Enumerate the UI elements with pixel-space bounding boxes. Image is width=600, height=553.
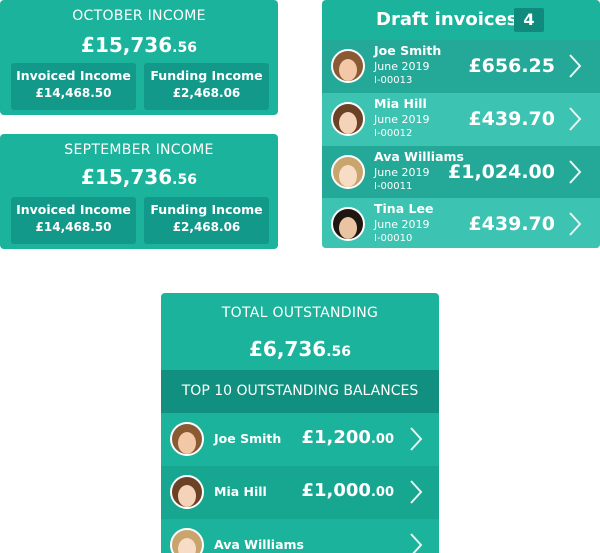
- avatar: [331, 155, 365, 189]
- balance-row[interactable]: Ava Williams: [161, 519, 439, 553]
- draft-row[interactable]: Ava Williams June 2019 I-00011 £1,024.00: [322, 146, 600, 199]
- row-amount: £439.70: [468, 213, 555, 235]
- income-box: Funding Income £2,468.06: [144, 197, 269, 244]
- avatar-face: [339, 59, 357, 81]
- card-amount: £6,736.56: [161, 337, 439, 361]
- avatar-face: [339, 112, 357, 134]
- outstanding-subtitle: TOP 10 OUTSTANDING BALANCES: [161, 370, 439, 413]
- card-title: OCTOBER INCOME: [72, 8, 206, 24]
- avatar: [170, 422, 204, 456]
- balance-row[interactable]: Joe Smith £1,200.00: [161, 413, 439, 466]
- draft-row[interactable]: Tina Lee June 2019 I-00010 £439.70: [322, 198, 600, 248]
- row-amount: £1,200.00: [302, 427, 395, 448]
- box-label: Invoiced Income: [16, 68, 131, 83]
- avatar-face: [339, 165, 357, 187]
- avatar: [331, 207, 365, 241]
- income-box: Invoiced Income £14,468.50: [11, 63, 136, 110]
- amount-fraction: .56: [172, 172, 197, 188]
- avatar-face: [178, 538, 196, 553]
- row-name: Joe Smith: [214, 431, 282, 446]
- row-number: I-00012: [374, 128, 413, 139]
- row-number: I-00010: [374, 233, 413, 244]
- drafts-card: Draft invoices 4 Joe Smith June 2019 I-000…: [322, 0, 600, 248]
- amount-fraction: .00: [370, 485, 394, 500]
- row-date: June 2019: [374, 166, 430, 179]
- amount-whole: £1,000: [301, 480, 371, 501]
- card-title: TOTAL OUTSTANDING: [221, 305, 379, 321]
- avatar-face: [178, 485, 196, 507]
- box-value: £14,468.50: [35, 220, 112, 234]
- draft-row[interactable]: Mia Hill June 2019 I-00012 £439.70: [322, 93, 600, 146]
- row-date: June 2019: [374, 113, 430, 126]
- avatar-face: [339, 217, 357, 239]
- chevron[interactable]: [409, 479, 423, 505]
- row-amount: £439.70: [468, 108, 555, 130]
- row-name: Tina Lee: [374, 201, 434, 216]
- amount-whole: £15,736: [81, 33, 173, 57]
- row-name: Ava Williams: [214, 537, 304, 552]
- drafts-title: Draft invoices: [376, 9, 518, 30]
- amount-fraction: .56: [326, 344, 351, 360]
- avatar: [331, 102, 365, 136]
- avatar: [170, 528, 204, 553]
- income-box: Funding Income £2,468.06: [144, 63, 269, 110]
- row-number: I-00011: [374, 181, 413, 192]
- box-label: Funding Income: [150, 68, 263, 83]
- chevron[interactable]: [568, 159, 582, 185]
- row-amount: £1,000.00: [302, 480, 395, 501]
- avatar-face: [178, 432, 196, 454]
- amount-whole: £15,736: [81, 165, 173, 189]
- box-value: £14,468.50: [35, 86, 112, 100]
- card-amount: £15,736.56: [0, 33, 278, 57]
- drafts-count: 4: [514, 8, 544, 32]
- amount-whole: £1,200: [301, 427, 371, 448]
- row-date: June 2019: [374, 218, 430, 231]
- chevron[interactable]: [409, 426, 423, 452]
- box-label: Funding Income: [150, 202, 263, 217]
- amount-fraction: .56: [172, 40, 197, 56]
- balance-row[interactable]: Mia Hill £1,000.00: [161, 466, 439, 519]
- row-name: Mia Hill: [374, 96, 427, 111]
- chevron[interactable]: [568, 211, 582, 237]
- box-value: £2,468.06: [172, 86, 241, 100]
- card-amount: £15,736.56: [0, 165, 278, 189]
- draft-row[interactable]: Joe Smith June 2019 I-00013 £656.25: [322, 40, 600, 93]
- box-label: Invoiced Income: [16, 202, 131, 217]
- chevron[interactable]: [568, 53, 582, 79]
- row-amount: £656.25: [468, 55, 555, 77]
- chevron[interactable]: [568, 106, 582, 132]
- row-amount: £1,024.00: [448, 161, 555, 183]
- outstanding-card: TOTAL OUTSTANDING £6,736.56 TOP 10 OUTST…: [161, 293, 439, 553]
- income-box: Invoiced Income £14,468.50: [11, 197, 136, 244]
- september-card: SEPTEMBER INCOME £15,736.56 Invoiced Inc…: [0, 134, 278, 249]
- amount-fraction: .00: [370, 432, 394, 447]
- amount-whole: £6,736: [249, 337, 327, 361]
- avatar: [170, 475, 204, 509]
- avatar: [331, 49, 365, 83]
- box-value: £2,468.06: [172, 220, 241, 234]
- october-card: OCTOBER INCOME £15,736.56 Invoiced Incom…: [0, 0, 278, 115]
- row-name: Ava Williams: [374, 149, 464, 164]
- row-name: Mia Hill: [214, 484, 267, 499]
- row-number: I-00013: [374, 75, 413, 86]
- card-title: SEPTEMBER INCOME: [64, 142, 214, 158]
- row-name: Joe Smith: [374, 43, 442, 58]
- row-date: June 2019: [374, 60, 430, 73]
